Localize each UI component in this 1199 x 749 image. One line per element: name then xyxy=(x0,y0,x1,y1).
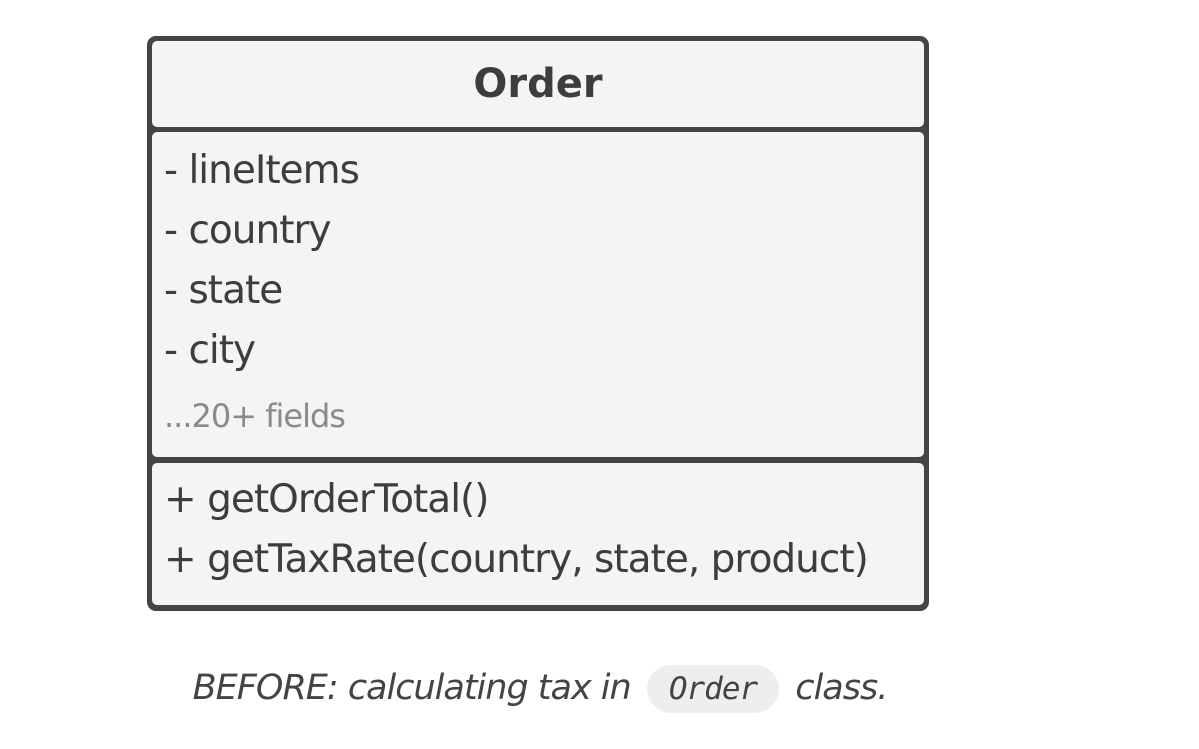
methods-section: + getOrderTotal() + getTaxRate(country, … xyxy=(152,463,924,605)
field: - city xyxy=(164,328,256,373)
figure-caption: BEFORE: calculating tax in Order class. xyxy=(0,665,1080,713)
field: - country xyxy=(164,208,332,253)
class-name: Order xyxy=(152,41,924,127)
field: - lineItems xyxy=(164,148,360,193)
uml-class-order: Order - lineItems - country - state - ci… xyxy=(147,36,929,611)
method: + getTaxRate(country, state, product) xyxy=(164,537,869,582)
more-fields-note: ...20+ fields xyxy=(164,397,346,435)
caption-code: Order xyxy=(646,665,780,713)
fields-section: - lineItems - country - state - city ...… xyxy=(152,132,924,457)
field: - state xyxy=(164,268,283,313)
method: + getOrderTotal() xyxy=(164,477,489,522)
caption-suffix: class. xyxy=(795,668,888,708)
caption-prefix: BEFORE: calculating tax in xyxy=(192,668,632,708)
